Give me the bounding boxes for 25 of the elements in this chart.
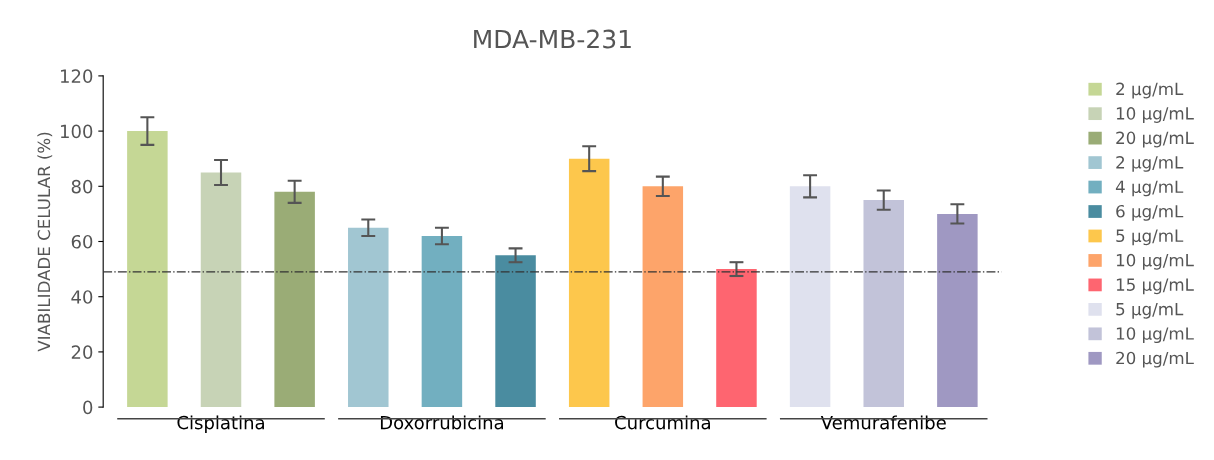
legend-label: 4 µg/mL <box>1115 180 1184 197</box>
legend-label: 5 µg/mL <box>1116 303 1184 319</box>
legend-label: 2 µg/mL <box>1116 82 1184 99</box>
y-tick-label: 60 <box>71 234 93 249</box>
chart-title: MDA-MB-231 <box>474 29 631 49</box>
legend-label: 2 µg/mL <box>1116 156 1184 172</box>
legend-label: 10 µg/mL <box>1116 253 1194 270</box>
x-tick-label: Vemurafenibe <box>820 415 946 430</box>
legend-label: 15 µg/mL <box>1116 278 1194 295</box>
y-tick-label: 20 <box>71 345 93 360</box>
x-tick-label: Cisplatina <box>177 415 264 433</box>
y-tick-label: 0 <box>83 400 93 415</box>
x-tick-label: Curcumina <box>615 415 710 430</box>
y-axis-title: VIABILIDADE CELULAR (%) <box>37 132 53 352</box>
y-tick-label: 120 <box>60 69 93 84</box>
y-tick-label: 100 <box>60 124 93 139</box>
y-tick-label: 40 <box>71 290 93 304</box>
legend-label: 6 µg/mL <box>1116 204 1184 221</box>
legend-label: 5 µg/mL <box>1116 229 1184 246</box>
legend-label: 20 µg/mL <box>1116 351 1194 368</box>
x-tick-label: Doxorrubicina <box>380 415 503 430</box>
y-tick-label: 80 <box>71 179 93 194</box>
legend-label: 10 µg/mL <box>1116 107 1194 123</box>
legend-label: 10 µg/mL <box>1116 327 1194 344</box>
legend-label: 20 µg/mL <box>1116 131 1194 148</box>
